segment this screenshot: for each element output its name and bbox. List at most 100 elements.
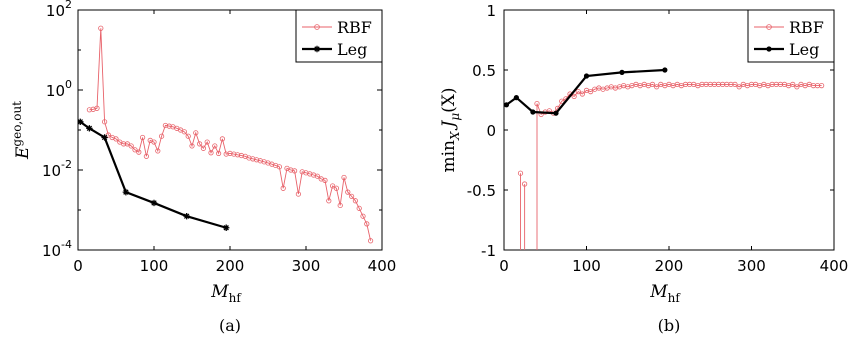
data-point bbox=[151, 139, 157, 145]
data-point bbox=[530, 109, 536, 115]
data-point bbox=[522, 181, 528, 187]
data-point bbox=[102, 119, 108, 125]
x-tick-label: 400 bbox=[368, 257, 397, 275]
data-point bbox=[94, 105, 100, 111]
legend-box bbox=[747, 9, 835, 63]
data-point bbox=[819, 83, 825, 89]
data-point bbox=[223, 224, 230, 231]
legend-box bbox=[295, 9, 383, 63]
data-point bbox=[166, 123, 172, 129]
data-point bbox=[121, 141, 127, 147]
series-rbf bbox=[517, 81, 825, 250]
panel-caption: (a) bbox=[219, 316, 241, 335]
data-point bbox=[588, 89, 594, 95]
data-point bbox=[189, 143, 195, 149]
data-point bbox=[280, 185, 286, 191]
data-point bbox=[200, 145, 206, 151]
y-axis-label: minXJμ(X) bbox=[439, 87, 462, 172]
data-point bbox=[122, 188, 130, 196]
y-tick-label: 102 bbox=[46, 0, 72, 20]
data-point bbox=[159, 133, 165, 139]
data-point bbox=[360, 213, 366, 219]
data-point bbox=[534, 101, 540, 107]
x-tick-label: 400 bbox=[820, 257, 848, 275]
data-point bbox=[150, 199, 158, 207]
y-tick-label: 1 bbox=[486, 2, 496, 20]
data-point bbox=[101, 134, 108, 141]
data-point bbox=[288, 167, 294, 173]
panel-caption: (b) bbox=[658, 316, 681, 335]
data-point bbox=[212, 143, 218, 149]
data-point bbox=[571, 93, 577, 100]
legend-marker bbox=[766, 46, 772, 52]
data-point bbox=[250, 156, 256, 162]
y-axis-label: Egeo,out bbox=[10, 101, 33, 160]
x-tick-label: 0 bbox=[499, 257, 509, 275]
series-line bbox=[89, 28, 372, 241]
data-point bbox=[322, 177, 328, 183]
data-point bbox=[216, 150, 222, 157]
x-tick-label: 100 bbox=[140, 257, 169, 275]
data-point bbox=[181, 129, 187, 135]
data-point bbox=[356, 205, 362, 211]
x-tick-label: 200 bbox=[216, 257, 245, 275]
series-leg bbox=[504, 67, 668, 116]
data-point bbox=[185, 133, 191, 139]
data-point bbox=[329, 183, 336, 189]
chart-panel-b: 0 100 200 300 400 -1 -0.5 0 0.5 1 RBF Leg Mhf minXJμ(… bbox=[439, 2, 848, 335]
data-point bbox=[326, 198, 332, 204]
data-point bbox=[348, 193, 355, 199]
y-tick-label: 100 bbox=[46, 78, 72, 100]
data-point bbox=[367, 238, 374, 244]
data-point bbox=[204, 139, 210, 145]
data-point bbox=[140, 134, 146, 141]
data-point bbox=[132, 147, 138, 153]
data-point bbox=[113, 136, 119, 142]
y-tick-label: 0.5 bbox=[472, 62, 496, 80]
data-point bbox=[86, 125, 93, 132]
data-point bbox=[513, 95, 519, 101]
data-point bbox=[794, 84, 800, 90]
data-point bbox=[732, 81, 738, 88]
x-tick-label: 300 bbox=[292, 257, 321, 275]
data-point bbox=[238, 152, 244, 159]
data-point bbox=[155, 148, 161, 154]
data-point bbox=[575, 89, 581, 95]
data-point bbox=[128, 143, 134, 149]
data-point bbox=[341, 174, 347, 181]
x-tick-label: 200 bbox=[655, 257, 684, 275]
data-point bbox=[193, 130, 199, 136]
x-tick-label: 300 bbox=[737, 257, 766, 275]
data-point bbox=[504, 102, 510, 108]
data-point bbox=[579, 91, 585, 97]
data-point bbox=[619, 69, 625, 75]
y-tick-label: -1 bbox=[481, 242, 496, 260]
data-point bbox=[736, 84, 742, 90]
data-point bbox=[352, 198, 358, 204]
legend-marker bbox=[766, 24, 772, 30]
data-point bbox=[143, 153, 149, 159]
y-tick-label: -0.5 bbox=[467, 182, 496, 200]
legend-marker bbox=[313, 45, 321, 53]
data-point bbox=[314, 173, 320, 179]
x-tick-label: 100 bbox=[572, 257, 601, 275]
data-point bbox=[254, 157, 260, 163]
data-point bbox=[219, 136, 225, 142]
data-point bbox=[291, 168, 298, 174]
y-tick-label: 10-4 bbox=[42, 238, 72, 260]
data-point bbox=[86, 107, 93, 113]
data-point bbox=[223, 151, 229, 157]
data-point bbox=[197, 141, 203, 147]
legend-label: Leg bbox=[337, 40, 367, 59]
data-point bbox=[364, 221, 370, 227]
data-point bbox=[337, 202, 343, 209]
data-point bbox=[649, 81, 656, 88]
legend: RBF Leg bbox=[747, 9, 835, 63]
y-tick-label: 10-2 bbox=[42, 158, 72, 180]
legend-label: RBF bbox=[337, 18, 372, 37]
y-tick-label: 0 bbox=[486, 122, 496, 140]
data-point bbox=[662, 67, 668, 73]
data-point bbox=[654, 84, 660, 90]
data-point bbox=[790, 81, 796, 88]
